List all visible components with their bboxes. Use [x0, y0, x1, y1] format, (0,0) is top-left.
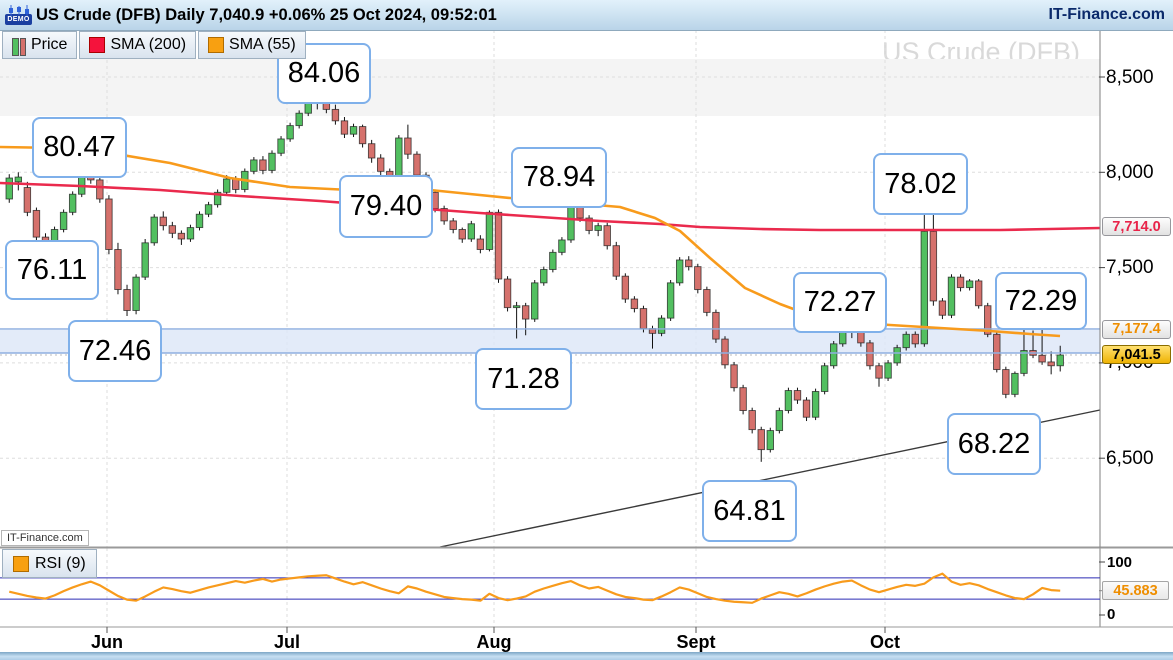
- last-price-tag: 7,041.5: [1102, 345, 1171, 365]
- brand-link[interactable]: IT-Finance.com: [1048, 6, 1165, 23]
- price-axis-label: 8,500: [1106, 66, 1154, 88]
- rsi-swatch-icon: [13, 555, 29, 572]
- indicator-legend-row: Price SMA (200) SMA (55): [2, 31, 306, 59]
- price-callout[interactable]: 72.27: [793, 272, 887, 333]
- price-callout[interactable]: 84.06: [277, 43, 371, 104]
- price-axis-label: 7,500: [1106, 257, 1154, 279]
- chart-top-shading: [0, 59, 1100, 116]
- price-callout[interactable]: 80.47: [32, 117, 127, 178]
- month-label: Aug: [476, 632, 512, 652]
- price-callout[interactable]: 71.28: [475, 348, 572, 410]
- price-swatch-icon: [12, 38, 26, 56]
- legend-sma55-label: SMA (55): [229, 36, 296, 53]
- legend-tab-sma200[interactable]: SMA (200): [79, 31, 197, 59]
- legend-rsi-label: RSI (9): [35, 554, 86, 572]
- demo-badge: DEMO: [5, 3, 32, 27]
- month-label: Oct: [869, 632, 900, 652]
- legend-tab-rsi[interactable]: RSI (9): [2, 549, 97, 578]
- legend-tab-sma55[interactable]: SMA (55): [198, 31, 306, 59]
- price-callout[interactable]: 78.02: [873, 153, 968, 215]
- price-axis-label: 8,000: [1106, 161, 1154, 183]
- mini-candlestick-icon: [5, 3, 32, 16]
- footer-brand-label: IT-Finance.com: [1, 530, 89, 546]
- header-bar: DEMO US Crude (DFB) Daily 7,040.9 +0.06%…: [0, 0, 1173, 31]
- rsi-axis-100: 100: [1107, 554, 1133, 571]
- demo-label: DEMO: [5, 14, 32, 25]
- sma200-swatch-icon: [89, 37, 106, 53]
- sma200-line: [0, 181, 1101, 232]
- sma200-price-tag: 7,714.0: [1102, 217, 1171, 237]
- horizontal-scrollbar[interactable]: [0, 652, 1173, 660]
- month-label: Sept: [676, 632, 716, 652]
- price-callout[interactable]: 72.29: [995, 272, 1087, 330]
- legend-price-label: Price: [31, 36, 68, 53]
- price-callout[interactable]: 68.22: [947, 413, 1041, 475]
- sma55-line: [0, 145, 1061, 338]
- legend-sma200-label: SMA (200): [110, 36, 187, 53]
- rsi-line: [8, 572, 1061, 604]
- price-callout[interactable]: 76.11: [5, 240, 99, 300]
- price-callout[interactable]: 72.46: [68, 320, 162, 382]
- month-label: Jul: [273, 632, 300, 652]
- sma55-swatch-icon: [208, 37, 225, 53]
- sma55-price-tag: 7,177.4: [1102, 319, 1171, 339]
- price-callout[interactable]: 64.81: [702, 480, 797, 542]
- rsi-current-value-tag: 45.883: [1102, 581, 1169, 601]
- price-callout[interactable]: 79.40: [339, 175, 433, 238]
- chart-title: US Crude (DFB) Daily 7,040.9 +0.06% 25 O…: [36, 6, 497, 24]
- legend-tab-price[interactable]: Price: [2, 31, 78, 59]
- rsi-axis-0: 0: [1107, 606, 1116, 623]
- price-callout[interactable]: 78.94: [511, 147, 607, 208]
- price-axis-label: 6,500: [1106, 447, 1154, 469]
- month-label: Jun: [90, 632, 123, 652]
